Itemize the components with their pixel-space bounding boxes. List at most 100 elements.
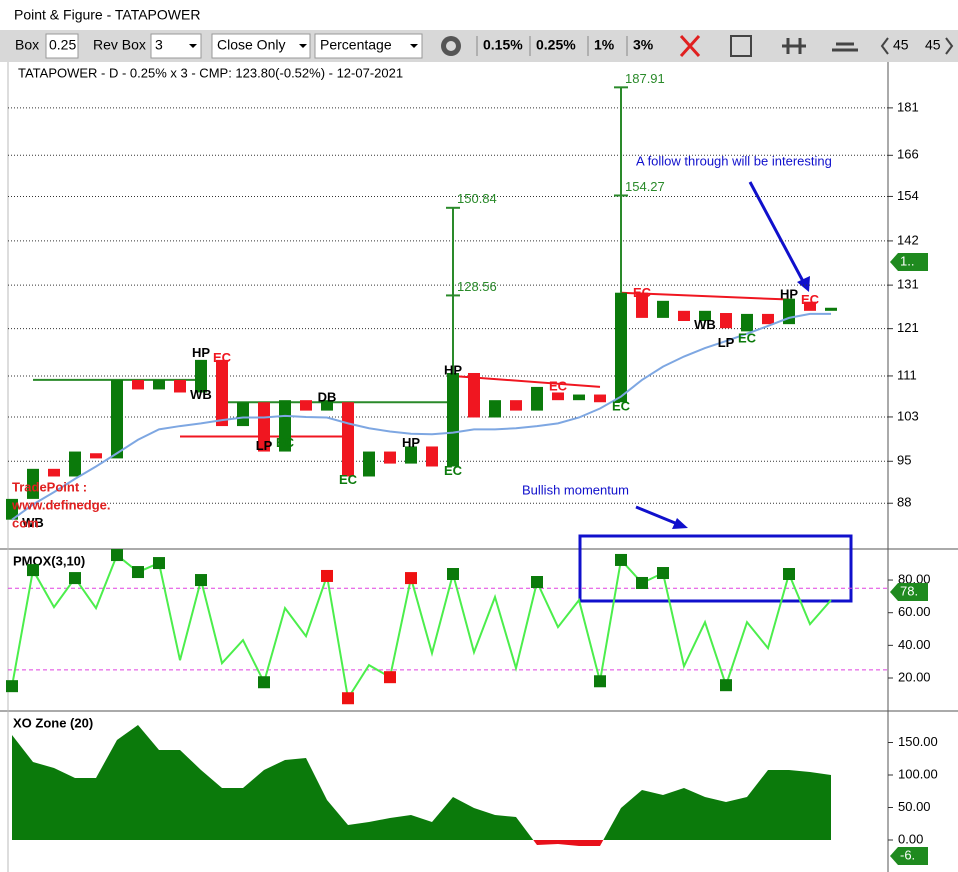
y-tick-label: 142: [897, 232, 919, 247]
zone-area: [369, 818, 390, 841]
level-button[interactable]: [832, 42, 858, 52]
y-tick-label: 40.00: [898, 637, 931, 652]
pnf-column: [6, 498, 18, 520]
pmox-marker: [195, 574, 207, 587]
pnf-column: [48, 468, 60, 477]
pmox-marker: [447, 568, 459, 580]
value-tag: [890, 847, 928, 865]
pattern-label: LP: [256, 438, 273, 453]
pnf-column: [762, 313, 774, 325]
pnf-column: [531, 386, 543, 411]
y-tick-label: 0.00: [898, 831, 923, 846]
pmox-marker: [594, 675, 606, 688]
pnf-column: [636, 292, 648, 318]
zone-area: [558, 840, 579, 846]
zoom-out-icon: [880, 37, 889, 55]
zone-area: [663, 788, 684, 841]
arrow: [635, 505, 681, 527]
pattern-label: EC: [612, 398, 631, 413]
pnf-column: [720, 313, 732, 329]
preset-button[interactable]: 3%: [633, 37, 654, 53]
pnf-column: [321, 400, 333, 411]
pattern-label: LP: [718, 335, 735, 350]
pattern-label: EC: [339, 472, 358, 487]
pattern-label: EC: [213, 350, 232, 365]
pnf-column: [447, 372, 459, 467]
zone-area: [705, 796, 726, 841]
target-label: 128.56: [457, 279, 497, 294]
y-tick-label: 60.00: [898, 604, 931, 619]
pnf-column: [27, 468, 39, 499]
pnf-column: [153, 379, 165, 390]
y-tick-label: 111: [897, 367, 917, 382]
zone-area: [600, 840, 604, 846]
zone-area: [306, 757, 327, 841]
pnf-column: [678, 310, 690, 322]
zone-area: [33, 761, 54, 841]
panel-title: XO Zone (20): [13, 715, 93, 730]
scale-select[interactable]: [314, 33, 423, 59]
y-tick-label: 20.00: [898, 669, 931, 684]
pmox-marker: [657, 567, 669, 580]
zone-area: [201, 769, 222, 841]
preset-button[interactable]: 0.25%: [536, 37, 576, 53]
zoom-in[interactable]: 45: [925, 37, 941, 53]
watermark: www.definedge.: [11, 497, 110, 512]
pattern-label: WB: [22, 515, 44, 530]
pattern-label: HP: [444, 362, 462, 377]
pnf-column: [699, 310, 711, 322]
box-label: Box: [15, 37, 39, 53]
pmox-marker: [531, 576, 543, 588]
pnf-column: [132, 379, 144, 390]
pnf-column: [615, 292, 627, 403]
preset-button[interactable]: 0.15%: [483, 37, 523, 53]
pmox-marker: [111, 549, 123, 562]
pattern-label: EC: [801, 292, 820, 307]
pnf-column: [279, 400, 291, 452]
zone-area: [327, 800, 348, 841]
pnf-column: [804, 301, 816, 311]
delete-button[interactable]: [679, 34, 701, 58]
pmox-marker: [153, 557, 165, 570]
pmox-marker: [720, 679, 732, 692]
y-tick-label: 131: [897, 277, 919, 292]
method-select[interactable]: [211, 33, 311, 59]
y-tick-label: 150.00: [898, 734, 938, 749]
zone-area: [474, 808, 495, 841]
zone-area: [75, 777, 96, 841]
hline-button[interactable]: [782, 38, 806, 54]
zone-area: [285, 757, 306, 841]
dropdown-arrow: [189, 44, 197, 48]
box-input[interactable]: [45, 33, 79, 59]
draw-button[interactable]: [730, 35, 752, 57]
zoom-out[interactable]: 45: [893, 37, 909, 53]
pmox-marker: [783, 568, 795, 580]
zone-area: [222, 788, 243, 841]
pnf-column: [825, 307, 837, 311]
y-tick-label: 88: [897, 495, 911, 510]
pattern-label: HP: [402, 435, 420, 450]
pmox-marker: [405, 572, 417, 585]
pnf-column: [573, 394, 585, 401]
zone-area: [264, 759, 285, 841]
annotation: Bullish momentum: [522, 482, 629, 497]
rev-box-value[interactable]: 3: [155, 37, 163, 53]
y-tick-label: 121: [897, 320, 919, 335]
box-value[interactable]: 0.25: [49, 37, 76, 53]
zone-area: [453, 796, 474, 841]
pmox-marker: [6, 680, 18, 693]
preset-button[interactable]: 1%: [594, 37, 615, 53]
panel-title: PMOX(3,10): [13, 553, 85, 568]
pmox-marker: [384, 671, 396, 684]
scale-value[interactable]: Percentage: [320, 37, 392, 53]
pmox-marker: [321, 569, 333, 582]
zone-area: [432, 796, 453, 841]
pattern-label: EC: [276, 435, 295, 450]
method-value[interactable]: Close Only: [217, 37, 285, 53]
y-tick-label: 95: [897, 453, 911, 468]
zone-area: [390, 814, 411, 841]
zone-area: [495, 814, 516, 841]
zone-area: [768, 769, 789, 841]
pmox-marker: [636, 576, 648, 589]
